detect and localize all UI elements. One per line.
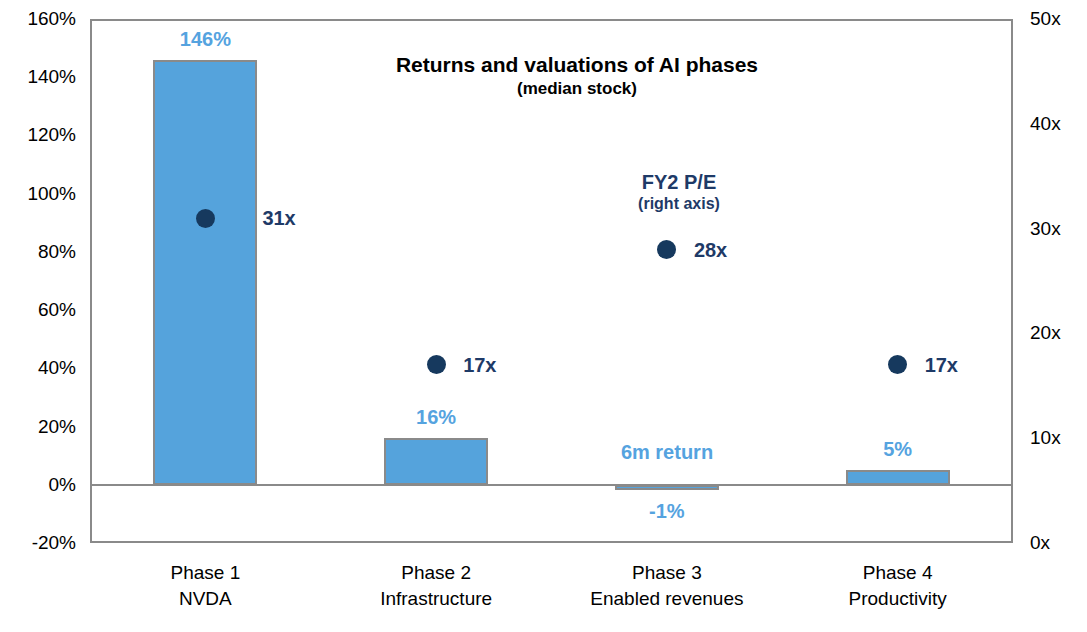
pe-dot-phase-2 (427, 355, 446, 374)
left-axis-tick-160%: 160% (0, 8, 76, 30)
category-label-line2: Enabled revenues (552, 586, 782, 612)
bar-phase-2 (384, 438, 488, 485)
bar-value-label-phase-1: 146% (135, 28, 275, 51)
category-label-phase-3: Phase 3Enabled revenues (552, 560, 782, 612)
category-label-line2: Infrastructure (321, 586, 551, 612)
pe-value-label-phase-3: 28x (694, 239, 727, 261)
left-axis-tick-120%: 120% (0, 124, 76, 146)
right-axis-tick-10x: 10x (1030, 427, 1061, 449)
category-label-line1: Phase 2 (321, 560, 551, 586)
left-axis-tick-20%: 20% (0, 416, 76, 438)
category-label-line1: Phase 4 (783, 560, 1013, 586)
left-axis-tick-40%: 40% (0, 357, 76, 379)
category-label-line2: NVDA (90, 586, 320, 612)
left-axis-tick-0%: 0% (0, 474, 76, 496)
pe-value-label-phase-4: 17x (925, 354, 958, 376)
category-label-phase-2: Phase 2Infrastructure (321, 560, 551, 612)
right-axis-tick-20x: 20x (1030, 322, 1061, 344)
pe-dot-phase-1 (196, 209, 215, 228)
right-axis-tick-50x: 50x (1030, 8, 1061, 30)
bar-value-label-phase-2: 16% (366, 406, 506, 429)
left-axis-tick-100%: 100% (0, 183, 76, 205)
left-axis-tick-80%: 80% (0, 241, 76, 263)
bar-value-label-phase-4: 5% (828, 438, 968, 461)
bar-value-label-phase-3: -1% (597, 500, 737, 523)
left-axis-tick-140%: 140% (0, 66, 76, 88)
bar-phase-3 (615, 485, 719, 490)
bar-phase-4 (846, 470, 950, 485)
pe-value-label-phase-2: 17x (463, 354, 496, 376)
bar-phase-1 (153, 60, 257, 485)
category-label-phase-1: Phase 1NVDA (90, 560, 320, 612)
left-axis-tick-60%: 60% (0, 299, 76, 321)
pe-value-label-phase-1: 31x (262, 207, 295, 229)
right-axis-tick-40x: 40x (1030, 113, 1061, 135)
chart-figure: Returns and valuations of AI phases (med… (0, 0, 1087, 632)
right-axis-tick-0x: 0x (1030, 532, 1050, 554)
category-label-line2: Productivity (783, 586, 1013, 612)
left-axis-tick--20%: -20% (0, 532, 76, 554)
category-label-line1: Phase 1 (90, 560, 320, 586)
category-label-phase-4: Phase 4Productivity (783, 560, 1013, 612)
right-axis-tick-30x: 30x (1030, 218, 1061, 240)
category-label-line1: Phase 3 (552, 560, 782, 586)
